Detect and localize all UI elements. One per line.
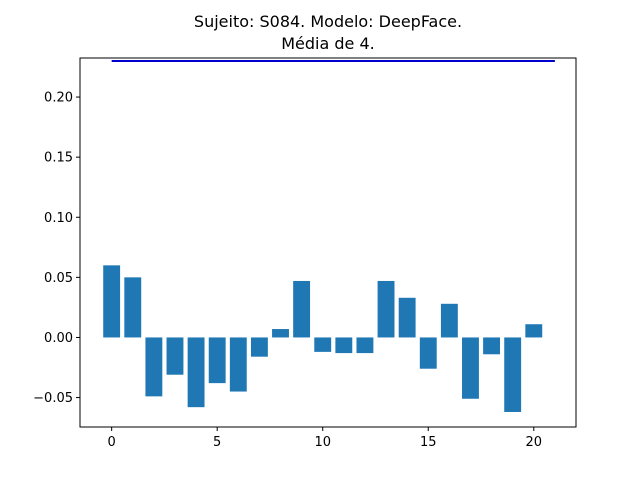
bar-10 xyxy=(314,337,332,352)
bar-15 xyxy=(419,337,437,369)
bar-7 xyxy=(250,337,268,357)
bar-1 xyxy=(124,277,142,338)
x-axis-ticks: 0 5 10 15 20 xyxy=(108,427,543,450)
chart-title-line-1: Sujeito: S084. Modelo: DeepFace. xyxy=(194,12,462,31)
bar-17 xyxy=(462,337,479,399)
bar-19 xyxy=(504,337,522,412)
bar-13 xyxy=(377,280,395,338)
bar-4 xyxy=(187,337,205,408)
x-tick-label: 20 xyxy=(526,435,543,450)
bar-6 xyxy=(229,337,247,392)
y-tick-label: 0.00 xyxy=(44,331,73,346)
y-tick-label: −0.05 xyxy=(33,391,73,406)
y-tick-label: 0.15 xyxy=(44,151,73,166)
bar-12 xyxy=(356,337,374,354)
bar-11 xyxy=(335,337,353,354)
bar-20 xyxy=(525,324,543,338)
x-tick-label: 10 xyxy=(314,435,331,450)
bar-9 xyxy=(293,280,311,338)
x-tick-label: 0 xyxy=(108,435,116,450)
bar-5 xyxy=(208,337,226,384)
y-tick-label: 0.10 xyxy=(44,211,73,226)
x-tick-label: 5 xyxy=(213,435,221,450)
bars-group xyxy=(103,265,543,412)
x-tick-label: 15 xyxy=(420,435,437,450)
plot-frame xyxy=(79,57,577,428)
bar-18 xyxy=(483,337,501,355)
bar-2 xyxy=(145,337,163,397)
y-axis-ticks: −0.05 0.00 0.05 0.10 0.15 0.20 xyxy=(33,91,80,406)
bar-3 xyxy=(166,337,184,375)
y-tick-label: 0.20 xyxy=(44,91,73,106)
y-tick-label: 0.05 xyxy=(44,271,73,286)
bar-8 xyxy=(272,329,289,338)
bar-0 xyxy=(103,265,121,338)
bar-14 xyxy=(398,297,416,338)
chart-title-line-2: Média de 4. xyxy=(281,34,375,53)
bar-16 xyxy=(440,303,458,338)
